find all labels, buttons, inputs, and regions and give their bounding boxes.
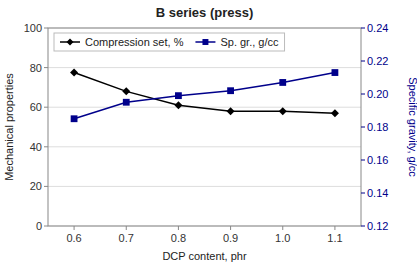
- legend-marker: [202, 39, 208, 45]
- y2-tick-label: 0.22: [367, 55, 388, 67]
- x-tick: [74, 226, 75, 230]
- y2-tick: [361, 160, 365, 161]
- grid-line: [48, 67, 361, 68]
- point: [70, 69, 78, 77]
- x-tick: [178, 226, 179, 230]
- x-tick: [126, 226, 127, 230]
- point: [279, 79, 286, 86]
- y2-tick-label: 0.20: [367, 88, 388, 100]
- grid-line: [48, 186, 361, 187]
- y-tick: [44, 186, 48, 187]
- y2-tick: [361, 226, 365, 227]
- y2-tick: [361, 127, 365, 128]
- y-tick: [44, 28, 48, 29]
- y-tick: [44, 146, 48, 147]
- y-tick-label: 60: [30, 101, 42, 113]
- data: [70, 69, 339, 123]
- x-tick-label: 0.8: [171, 232, 186, 244]
- y2-tick-label: 0.16: [367, 154, 388, 166]
- y2-axis-label: Specific gravity, g/cc: [407, 77, 417, 177]
- legend-item: Compression set, %: [60, 36, 184, 48]
- plot-frame: [48, 28, 361, 226]
- legend-item: Sp. gr., g/cc: [195, 36, 279, 48]
- y-tick-label: 0: [36, 220, 42, 232]
- y-axis-label: Mechanical properties: [3, 73, 15, 181]
- y-tick-label: 80: [30, 62, 42, 74]
- x-tick-label: 0.6: [66, 232, 81, 244]
- point: [122, 87, 130, 95]
- y2-tick: [361, 28, 365, 29]
- point: [71, 115, 78, 122]
- y-tick: [44, 107, 48, 108]
- y-tick: [44, 226, 48, 227]
- legend-marker: [67, 39, 74, 46]
- y2-tick-label: 0.18: [367, 121, 388, 133]
- x-tick-label: 0.7: [119, 232, 134, 244]
- x-tick: [230, 226, 231, 230]
- chart: B series (press) 0.6 0.7 0.8 0.9 1.0 1.1 0 20 40 6…: [0, 0, 417, 267]
- legend-box: [54, 33, 285, 51]
- y-tick-label: 40: [30, 141, 42, 153]
- legend-label: Compression set, %: [85, 36, 184, 48]
- x-tick: [334, 226, 335, 230]
- point: [174, 101, 182, 109]
- point: [331, 109, 339, 117]
- point: [279, 107, 287, 115]
- y2-tick-label: 0.12: [367, 220, 388, 232]
- legend: Compression set, % Sp. gr., g/cc: [54, 33, 285, 51]
- series-line: [74, 73, 335, 119]
- y2-tick: [361, 61, 365, 62]
- y-tick: [44, 67, 48, 68]
- axes: 0.6 0.7 0.8 0.9 1.0 1.1 0 20 40 60 80 100 0.12 0.14 0.…: [24, 22, 389, 244]
- y2-tick: [361, 193, 365, 194]
- y2-tick-label: 0.24: [367, 22, 388, 34]
- x-tick-label: 1.1: [327, 232, 342, 244]
- x-tick: [282, 226, 283, 230]
- point: [123, 99, 130, 106]
- y-tick-label: 20: [30, 180, 42, 192]
- x-axis-label: DCP content, phr: [162, 250, 247, 262]
- point: [332, 69, 339, 76]
- grid: [48, 28, 361, 226]
- y2-tick: [361, 94, 365, 95]
- y-tick-label: 100: [24, 22, 42, 34]
- point: [227, 107, 235, 115]
- x-tick-label: 1.0: [275, 232, 290, 244]
- title: B series (press): [156, 5, 254, 20]
- point: [175, 92, 182, 99]
- legend-label: Sp. gr., g/cc: [220, 36, 279, 48]
- grid-line: [48, 146, 361, 147]
- y2-tick-label: 0.14: [367, 187, 388, 199]
- point: [227, 87, 234, 94]
- x-tick-label: 0.9: [223, 232, 238, 244]
